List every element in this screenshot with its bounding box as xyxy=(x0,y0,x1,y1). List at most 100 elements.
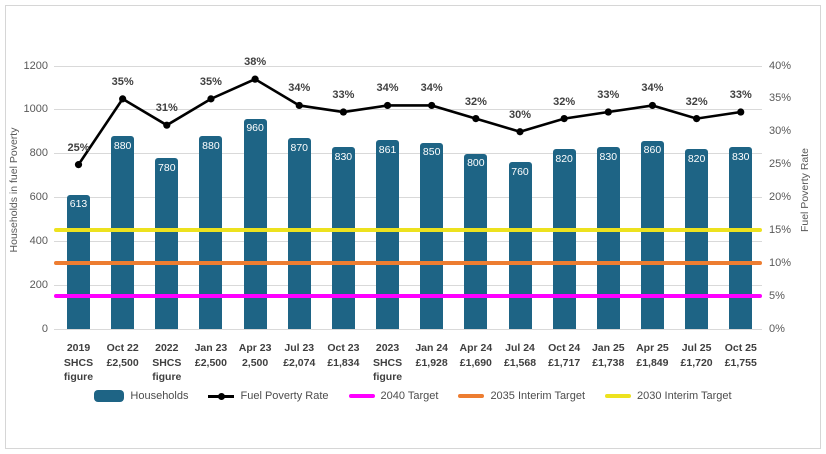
grid-line xyxy=(54,328,762,330)
rate-point-label: 33% xyxy=(729,89,752,102)
x-axis-category-line: Jul 24 xyxy=(505,342,535,354)
legend-swatch-line-icon xyxy=(458,394,485,398)
x-axis-category-line: 2022 xyxy=(155,342,179,354)
x-axis-category-label: 2023 SHCS figure xyxy=(363,341,413,385)
legend-item-2030-interim-target: 2030 Interim Target xyxy=(605,390,732,402)
x-axis-category-line: £1,568 xyxy=(503,356,537,369)
rate-point-label: 32% xyxy=(553,95,576,108)
left-axis-tick-label: 1200 xyxy=(23,59,48,72)
x-axis-category-line: £1,720 xyxy=(680,356,713,369)
x-axis-category-line: 2,500 xyxy=(241,356,269,369)
rate-point-label: 38% xyxy=(244,56,267,69)
legend-item-fuel-poverty-rate: Fuel Poverty Rate xyxy=(208,390,329,402)
rate-point-label: 35% xyxy=(199,75,222,88)
bar-value-label: 760 xyxy=(511,165,529,178)
rate-point-label: 34% xyxy=(420,82,443,95)
rate-point-label: 34% xyxy=(288,82,311,95)
grid-line xyxy=(54,240,762,242)
x-axis-category-line: £1,834 xyxy=(327,356,360,369)
x-axis-category-line: SHCS xyxy=(372,356,403,369)
bar-value-label: 860 xyxy=(643,144,662,157)
bar-value-label: 613 xyxy=(69,198,88,211)
target-line-2035-interim-target xyxy=(54,261,762,266)
x-axis-category-label: Oct 23 £1,834 xyxy=(318,341,368,370)
x-axis-category-line: Oct 25 xyxy=(724,342,757,354)
x-axis-category-line: figure xyxy=(63,371,94,383)
x-axis-category-label: 2022 SHCS figure xyxy=(142,341,192,385)
x-axis-category-line: SHCS xyxy=(152,356,182,369)
x-axis-category-label: Jan 23 £2,500 xyxy=(186,341,236,370)
rate-point-label: 31% xyxy=(155,102,178,115)
rate-point-label: 32% xyxy=(685,95,708,108)
x-axis-category-line: Jan 23 xyxy=(194,342,228,354)
target-line-2030-interim-target xyxy=(54,228,762,233)
x-axis-category-line: Oct 23 xyxy=(327,342,360,354)
legend-label: 2040 Target xyxy=(380,390,439,402)
x-axis-category-line: £1,738 xyxy=(592,356,625,369)
bar xyxy=(420,142,444,329)
target-line-2040-target xyxy=(54,294,762,299)
bar-value-label: 830 xyxy=(599,150,618,163)
bar xyxy=(640,140,664,329)
x-axis-category-line: £2,074 xyxy=(283,356,316,369)
x-axis-category-label: Oct 22 £2,500 xyxy=(98,341,148,370)
right-axis-tick-label: 40% xyxy=(769,59,792,72)
bar-value-label: 830 xyxy=(731,150,750,163)
bar-value-label: 820 xyxy=(687,152,706,165)
x-axis-category-line: Oct 24 xyxy=(548,342,581,354)
bar-value-label: 960 xyxy=(246,122,264,135)
legend-swatch-line-icon xyxy=(348,394,375,398)
right-axis-tick-label: 10% xyxy=(769,256,792,269)
line-marker xyxy=(74,161,83,169)
legend-label: 2030 Interim Target xyxy=(637,390,732,402)
x-axis-category-label: Jul 25 £1,720 xyxy=(672,341,722,370)
bar xyxy=(596,147,620,329)
rate-point-label: 34% xyxy=(641,82,664,95)
bar xyxy=(111,136,135,329)
bar xyxy=(155,158,179,329)
x-axis-category-label: Jan 25 £1,738 xyxy=(583,341,633,370)
line-marker xyxy=(516,128,524,136)
legend-label: Households xyxy=(130,390,189,402)
x-axis-category-line: 2019 xyxy=(66,342,91,354)
bar xyxy=(729,147,753,329)
line-marker xyxy=(119,95,127,103)
x-axis-category-line: Apr 25 xyxy=(636,342,669,354)
x-axis-category-line: 2023 xyxy=(375,342,400,354)
line-marker xyxy=(560,115,568,123)
line-marker xyxy=(472,115,480,123)
x-axis-category-label: Jan 24 £1,928 xyxy=(407,341,457,370)
x-axis-category-line: Jan 25 xyxy=(591,342,625,354)
rate-point-label: 34% xyxy=(376,82,399,95)
left-axis-tick-label: 800 xyxy=(29,147,48,160)
bar-value-label: 780 xyxy=(158,161,176,174)
bar xyxy=(199,136,223,329)
bar xyxy=(685,149,709,329)
bar xyxy=(508,162,532,329)
left-axis-tick-label: 200 xyxy=(29,278,48,291)
bar-value-label: 830 xyxy=(334,150,353,163)
x-axis-category-line: Apr 23 xyxy=(238,342,272,354)
grid-line xyxy=(54,65,762,67)
x-axis-category-line: £2,500 xyxy=(194,356,227,369)
x-axis-category-line: Oct 22 xyxy=(106,342,139,354)
x-axis-category-line: SHCS xyxy=(63,356,94,369)
left-axis-tick-label: 1000 xyxy=(23,103,48,116)
grid-line xyxy=(54,197,762,198)
line-marker xyxy=(207,95,215,103)
right-axis-tick-label: 30% xyxy=(769,125,792,138)
bar xyxy=(287,138,311,329)
bar-value-label: 861 xyxy=(378,143,397,156)
rate-point-label: 30% xyxy=(508,108,532,121)
x-axis-category-line: Jul 25 xyxy=(681,342,712,354)
right-axis-tick-label: 20% xyxy=(769,191,792,203)
x-axis-category-line: £1,717 xyxy=(548,356,581,369)
x-axis-category-line: £2,500 xyxy=(106,356,139,369)
right-axis-tick-label: 5% xyxy=(769,289,785,302)
bar-value-label: 870 xyxy=(290,141,309,154)
line-marker xyxy=(428,101,436,110)
right-axis-tick-label: 15% xyxy=(769,223,792,236)
line-marker xyxy=(163,121,171,129)
legend-swatch-bar-icon xyxy=(94,390,125,402)
